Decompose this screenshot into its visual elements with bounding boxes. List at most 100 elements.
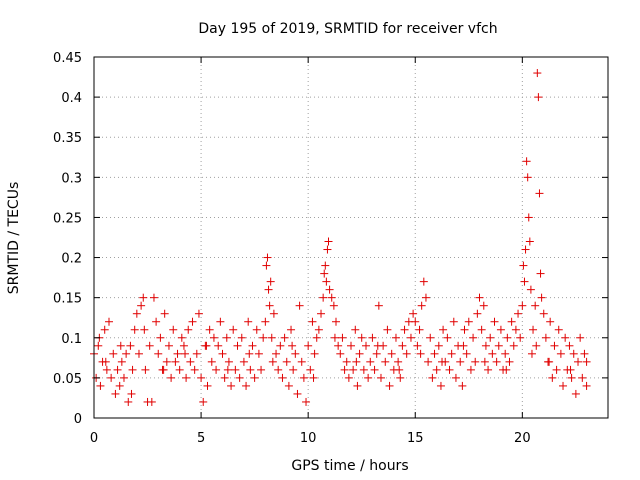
data-point xyxy=(582,381,591,390)
data-point xyxy=(372,349,381,358)
data-point xyxy=(424,357,433,366)
data-point xyxy=(480,357,489,366)
data-point xyxy=(536,269,545,278)
data-point xyxy=(250,373,259,382)
data-point xyxy=(327,293,336,302)
data-point xyxy=(140,325,149,334)
data-point xyxy=(186,357,195,366)
data-point xyxy=(272,349,281,358)
data-point xyxy=(567,373,576,382)
data-point xyxy=(438,357,447,366)
data-point xyxy=(373,341,382,350)
data-point xyxy=(361,341,370,350)
data-point xyxy=(409,309,418,318)
data-point xyxy=(233,341,242,350)
data-point xyxy=(130,325,139,334)
data-point xyxy=(458,381,467,390)
data-point xyxy=(406,333,415,342)
data-point xyxy=(336,349,345,358)
data-point xyxy=(214,341,223,350)
data-point xyxy=(302,397,311,406)
data-point xyxy=(164,341,173,350)
data-point xyxy=(104,317,113,326)
data-point xyxy=(308,317,317,326)
data-point xyxy=(141,365,150,374)
data-point xyxy=(462,349,471,358)
data-point xyxy=(525,237,534,246)
data-point xyxy=(237,333,246,342)
data-point xyxy=(428,373,437,382)
data-point xyxy=(488,349,497,358)
data-point xyxy=(242,381,251,390)
data-point xyxy=(324,237,333,246)
data-point xyxy=(359,365,368,374)
data-point xyxy=(171,357,180,366)
data-point xyxy=(338,333,347,342)
data-point xyxy=(548,373,557,382)
data-point xyxy=(503,333,512,342)
data-point xyxy=(209,333,218,342)
data-point xyxy=(246,365,255,374)
data-point xyxy=(439,325,448,334)
data-point xyxy=(293,389,302,398)
data-point xyxy=(413,341,422,350)
data-point xyxy=(518,301,527,310)
data-point xyxy=(218,349,227,358)
data-point xyxy=(535,189,544,198)
data-point xyxy=(494,341,503,350)
data-point xyxy=(471,357,480,366)
data-point xyxy=(556,349,565,358)
data-point xyxy=(479,301,488,310)
data-point xyxy=(396,373,405,382)
data-point xyxy=(352,357,361,366)
data-point xyxy=(459,341,468,350)
data-point xyxy=(124,397,133,406)
data-point xyxy=(330,333,339,342)
data-point xyxy=(473,309,482,318)
data-point xyxy=(492,357,501,366)
data-point xyxy=(267,333,276,342)
data-point xyxy=(561,333,570,342)
data-point xyxy=(541,333,550,342)
data-point xyxy=(259,333,268,342)
data-point xyxy=(477,325,486,334)
data-point xyxy=(245,349,254,358)
data-point xyxy=(289,365,298,374)
data-point xyxy=(415,325,424,334)
data-point xyxy=(139,293,148,302)
data-point xyxy=(261,317,270,326)
data-point xyxy=(254,349,263,358)
data-point xyxy=(291,349,300,358)
plot-frame xyxy=(93,56,609,419)
data-point xyxy=(451,373,460,382)
y-axis-title: SRMTID / TECUs xyxy=(6,182,22,295)
data-point xyxy=(522,157,531,166)
data-point xyxy=(175,365,184,374)
data-point xyxy=(475,293,484,302)
y-tick-label: 0.3 xyxy=(61,171,82,186)
data-point xyxy=(282,357,291,366)
data-point xyxy=(443,333,452,342)
chart-title: Day 195 of 2019, SRMTID for receiver vfc… xyxy=(198,21,497,37)
y-tick-label: 0.2 xyxy=(61,252,82,267)
y-tick-label: 0.4 xyxy=(61,91,82,106)
data-point xyxy=(347,341,355,350)
data-point xyxy=(366,357,375,366)
data-point xyxy=(521,245,530,254)
data-point xyxy=(502,365,511,374)
x-tick-label: 15 xyxy=(407,431,424,446)
data-point xyxy=(154,349,163,358)
data-point xyxy=(580,349,589,358)
data-point xyxy=(533,69,542,78)
data-point xyxy=(334,341,343,350)
data-point xyxy=(227,381,236,390)
y-tick-label: 0.35 xyxy=(53,131,82,146)
data-point xyxy=(329,301,338,310)
data-point xyxy=(391,333,400,342)
data-point xyxy=(274,365,283,374)
data-point xyxy=(127,389,136,398)
data-point xyxy=(169,325,178,334)
data-point xyxy=(532,341,541,350)
x-axis-title: GPS time / hours xyxy=(291,458,408,474)
data-points xyxy=(90,69,591,406)
